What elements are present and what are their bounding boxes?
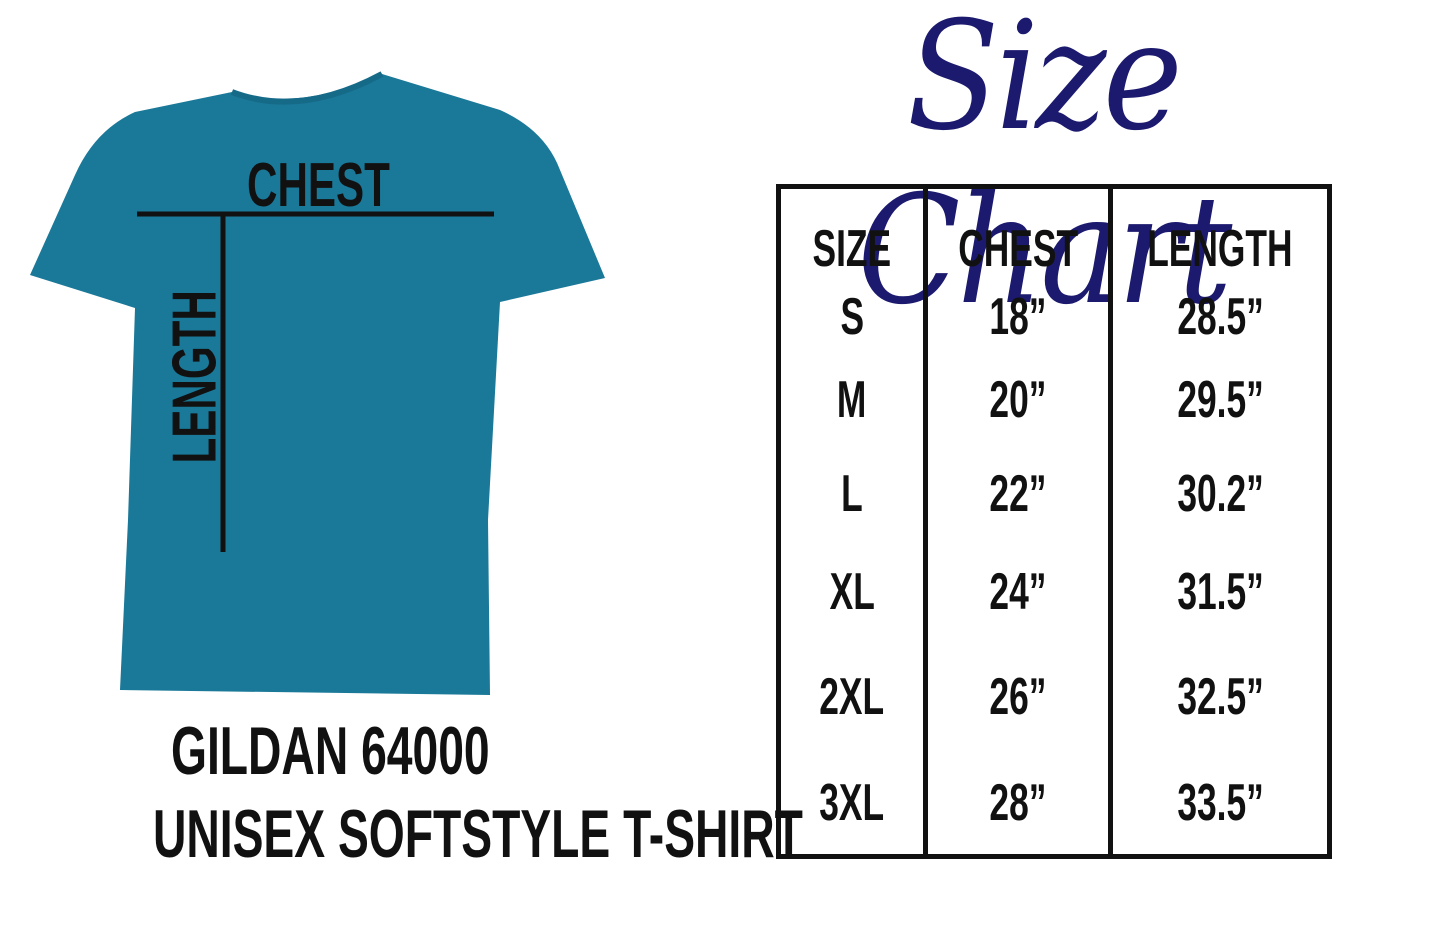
table-row: 2XL 26” 32.5” bbox=[779, 643, 1330, 751]
table-row: XL 24” 31.5” bbox=[779, 541, 1330, 643]
product-name: UNISEX SOFTSTYLE T-SHIRT bbox=[152, 796, 803, 872]
product-model: GILDAN 64000 bbox=[170, 713, 490, 789]
tshirt-shape bbox=[30, 74, 605, 695]
table-row: S 18” 28.5” bbox=[779, 279, 1330, 354]
header-length: LENGTH bbox=[1147, 220, 1293, 278]
length-label: LENGTH bbox=[160, 290, 230, 464]
chest-label: CHEST bbox=[247, 151, 390, 220]
tshirt-illustration bbox=[30, 71, 605, 695]
header-chest: CHEST bbox=[958, 220, 1078, 278]
table-row: M 20” 29.5” bbox=[779, 354, 1330, 446]
table-row: 3XL 28” 33.5” bbox=[779, 751, 1330, 857]
header-size: SIZE bbox=[812, 220, 892, 278]
collar bbox=[230, 71, 384, 105]
table-row: L 22” 30.2” bbox=[779, 446, 1330, 541]
table-header-row: SIZE CHEST LENGTH bbox=[779, 186, 1330, 279]
